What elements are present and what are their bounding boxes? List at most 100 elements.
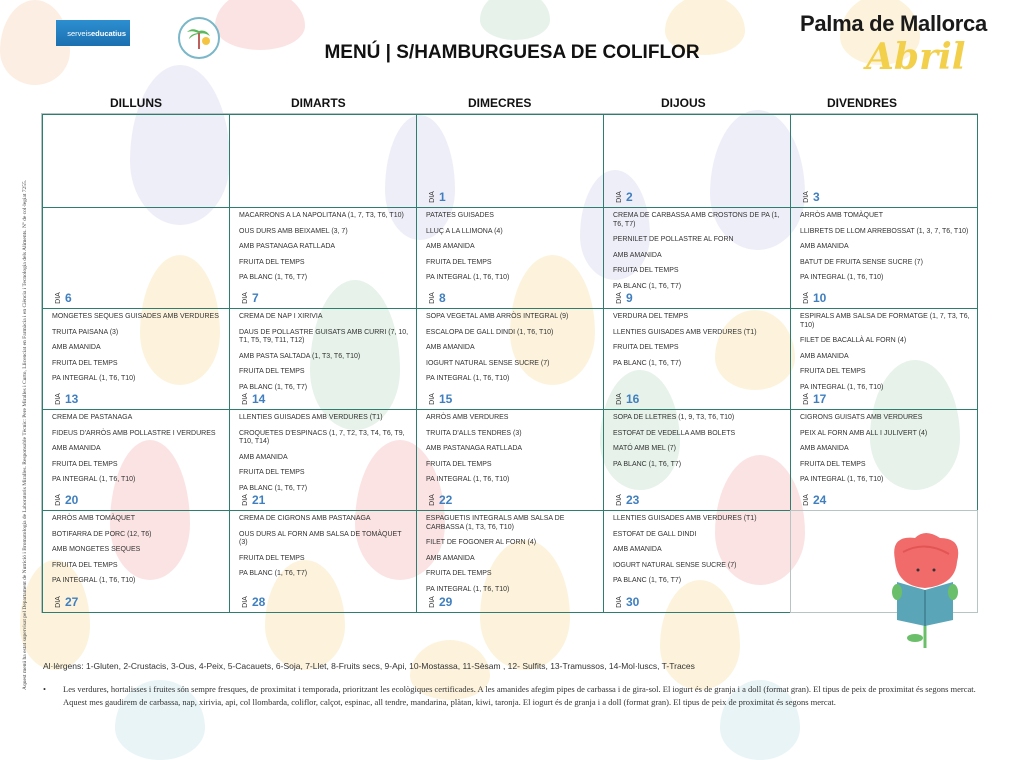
day-label: DIA 8 (427, 291, 446, 305)
menu-item: LLENTIES GUISADES AMB VERDURES (T1) (239, 414, 383, 421)
day-cell: PATATES GUISADES LLUÇ A LA LLIMONA (4) AMB… (416, 207, 604, 309)
menu-item: FRUITA DEL TEMPS (613, 267, 679, 274)
menu-item: ESPAGUETIS INTEGRALS AMB SALSA DE CARBAS… (426, 515, 565, 531)
supervision-note: Aquest menú ha estat supervisat pel Depa… (22, 179, 28, 690)
day-cell: ESPIRALS AMB SALSA DE FORMATGE (1, 7, T3… (790, 308, 978, 410)
menu-items: VERDURA DEL TEMPS LLENTIES GUISADES AMB V… (613, 313, 784, 375)
day-label: DIA 10 (801, 291, 827, 305)
day-cell: VERDURA DEL TEMPS LLENTIES GUISADES AMB V… (603, 308, 791, 410)
day-cell (42, 114, 230, 208)
menu-item: AMB AMANIDA (52, 445, 101, 452)
day-label: DIA 30 (614, 595, 640, 609)
day-label: DIA 22 (427, 493, 453, 507)
day-prefix: DIA (428, 292, 436, 304)
menu-items: CREMA DE NAP I XIRIVIA DAUS DE POLLASTRE … (239, 313, 410, 399)
day-header-monday: DILLUNS (110, 96, 162, 110)
menu-item: PEIX AL FORN AMB ALL I JULIVERT (4) (800, 429, 928, 437)
day-number: 17 (813, 392, 827, 406)
day-number: 21 (252, 493, 266, 507)
menu-item: CREMA DE PASTANAGA (52, 414, 133, 421)
city-name: Palma de Mallorca (800, 11, 987, 36)
day-cell: DIA 6 (42, 207, 230, 309)
day-number: 15 (439, 392, 453, 406)
day-label: DIA 13 (53, 392, 79, 406)
day-cell: SOPA DE LLETRES (1, 9, T3, T6, T10) ESTOF… (603, 409, 791, 511)
day-header-friday: DIVENDRES (827, 96, 898, 110)
menu-item: CREMA DE CARBASSA AMB CROSTONS DE PA (1,… (613, 212, 780, 228)
day-prefix: DIA (615, 393, 623, 405)
day-label: DIA 9 (614, 291, 633, 305)
menu-item: LLENTIES GUISADES AMB VERDURES (T1) (613, 515, 757, 522)
menu-item: CIGRONS GUISATS AMB VERDURES (800, 414, 923, 421)
menu-item: PA BLANC (1, T6, T7) (239, 383, 308, 391)
menu-item: TRUITA PAISANA (3) (52, 328, 119, 336)
day-label: DIA 15 (427, 392, 453, 406)
menu-item: IOGURT NATURAL SENSE SUCRE (7) (426, 359, 550, 367)
day-number: 1 (439, 190, 446, 204)
menu-items: ARRÒS AMB VERDURES TRUITA D'ALLS TENDRES … (426, 414, 597, 492)
day-prefix: DIA (615, 596, 623, 608)
menu-notes: • Les verdures, hortalisses i fruites só… (43, 683, 983, 708)
menu-item: PA BLANC (1, T6, T7) (239, 274, 308, 281)
day-label: DIA 2 (614, 190, 633, 204)
menu-item: MATÓ AMB MEL (7) (613, 445, 677, 452)
day-prefix: DIA (241, 393, 249, 405)
menu-notes-text: Les verdures, hortalisses i fruites són … (63, 684, 976, 707)
day-prefix: DIA (802, 494, 810, 506)
page-title: MENÚ | S/HAMBURGUESA DE COLIFLOR (324, 42, 700, 63)
day-label: DIA 20 (53, 493, 79, 507)
day-cell (229, 114, 417, 208)
menu-item: PA BLANC (1, T6, T7) (613, 359, 682, 367)
menu-item: FRUITA DEL TEMPS (426, 570, 492, 577)
day-cell: ARRÒS AMB TOMÀQUET LLIBRETS DE LLOM ARREB… (790, 207, 978, 309)
day-number: 14 (252, 392, 266, 406)
menu-items: CREMA DE PASTANAGA FIDEUS D'ARRÒS AMB POL… (52, 414, 223, 492)
menu-items: LLENTIES GUISADES AMB VERDURES (T1) ESTOF… (613, 515, 784, 593)
menu-item: AMB AMANIDA (426, 243, 475, 250)
menu-item: CREMA DE CIGRONS AMB PASTANAGA (239, 515, 371, 522)
menu-items: PATATES GUISADES LLUÇ A LA LLIMONA (4) AMB… (426, 212, 597, 290)
day-prefix: DIA (54, 596, 62, 608)
menu-item: AMB AMANIDA (800, 243, 849, 250)
month-name: Abril (866, 36, 966, 78)
menu-item: PA INTEGRAL (1, T6, T10) (426, 585, 510, 593)
day-prefix: DIA (428, 191, 436, 203)
day-cell: LLENTIES GUISADES AMB VERDURES (T1) ESTOF… (603, 510, 791, 613)
menu-items: MONGETES SEQUES GUISADES AMB VERDURES TRU… (52, 313, 223, 391)
menu-item: OUS DURS AMB BEIXAMEL (3, 7) (239, 227, 348, 235)
day-label: DIA 24 (801, 493, 827, 507)
menu-calendar-grid: DIA 1 DIA 2 DIA 3 DIA 6 MACARRONS A LA NAPOLITAN… (41, 113, 978, 613)
day-label: DIA 1 (427, 190, 446, 204)
menu-item: AMB AMANIDA (613, 251, 662, 259)
menu-item: OUS DURS AL FORN AMB SALSA DE TOMÀQUET (… (239, 530, 402, 547)
menu-item: FRUITA DEL TEMPS (426, 258, 492, 266)
menu-item: PA INTEGRAL (1, T6, T10) (52, 476, 136, 483)
day-prefix: DIA (241, 292, 249, 304)
day-cell: CREMA DE CARBASSA AMB CROSTONS DE PA (1,… (603, 207, 791, 309)
menu-item: SOPA DE LLETRES (1, 9, T3, T6, T10) (613, 414, 735, 421)
menu-items: LLENTIES GUISADES AMB VERDURES (T1) CROQU… (239, 414, 410, 500)
flower-reading-book-illustration (885, 530, 965, 655)
menu-items: ESPAGUETIS INTEGRALS AMB SALSA DE CARBAS… (426, 515, 597, 601)
menu-item: FRUITA DEL TEMPS (52, 460, 118, 468)
bullet: • (43, 684, 46, 694)
menu-items: CIGRONS GUISATS AMB VERDURES PEIX AL FORN… (800, 414, 971, 492)
day-prefix: DIA (802, 393, 810, 405)
day-number: 28 (252, 595, 266, 609)
menu-item: PA INTEGRAL (1, T6, T10) (800, 383, 884, 391)
day-number: 3 (813, 190, 820, 204)
menu-item: ESTOFAT DE GALL DINDI (613, 530, 697, 538)
day-label: DIA 16 (614, 392, 640, 406)
day-label: DIA 28 (240, 595, 266, 609)
day-cell: ESPAGUETIS INTEGRALS AMB SALSA DE CARBAS… (416, 510, 604, 613)
menu-item: IOGURT NATURAL SENSE SUCRE (7) (613, 561, 737, 569)
menu-items: ARRÒS AMB TOMÀQUET LLIBRETS DE LLOM ARREB… (800, 212, 971, 290)
menu-item: ARRÒS AMB TOMÀQUET (52, 515, 135, 522)
palma-palm-tree-logo (178, 17, 220, 59)
menu-item: LLUÇ A LA LLIMONA (4) (426, 227, 503, 235)
day-cell: CIGRONS GUISATS AMB VERDURES PEIX AL FORN… (790, 409, 978, 511)
day-prefix: DIA (241, 494, 249, 506)
day-prefix: DIA (428, 393, 436, 405)
menu-item: PA INTEGRAL (1, T6, T10) (52, 577, 136, 584)
day-prefix: DIA (615, 494, 623, 506)
